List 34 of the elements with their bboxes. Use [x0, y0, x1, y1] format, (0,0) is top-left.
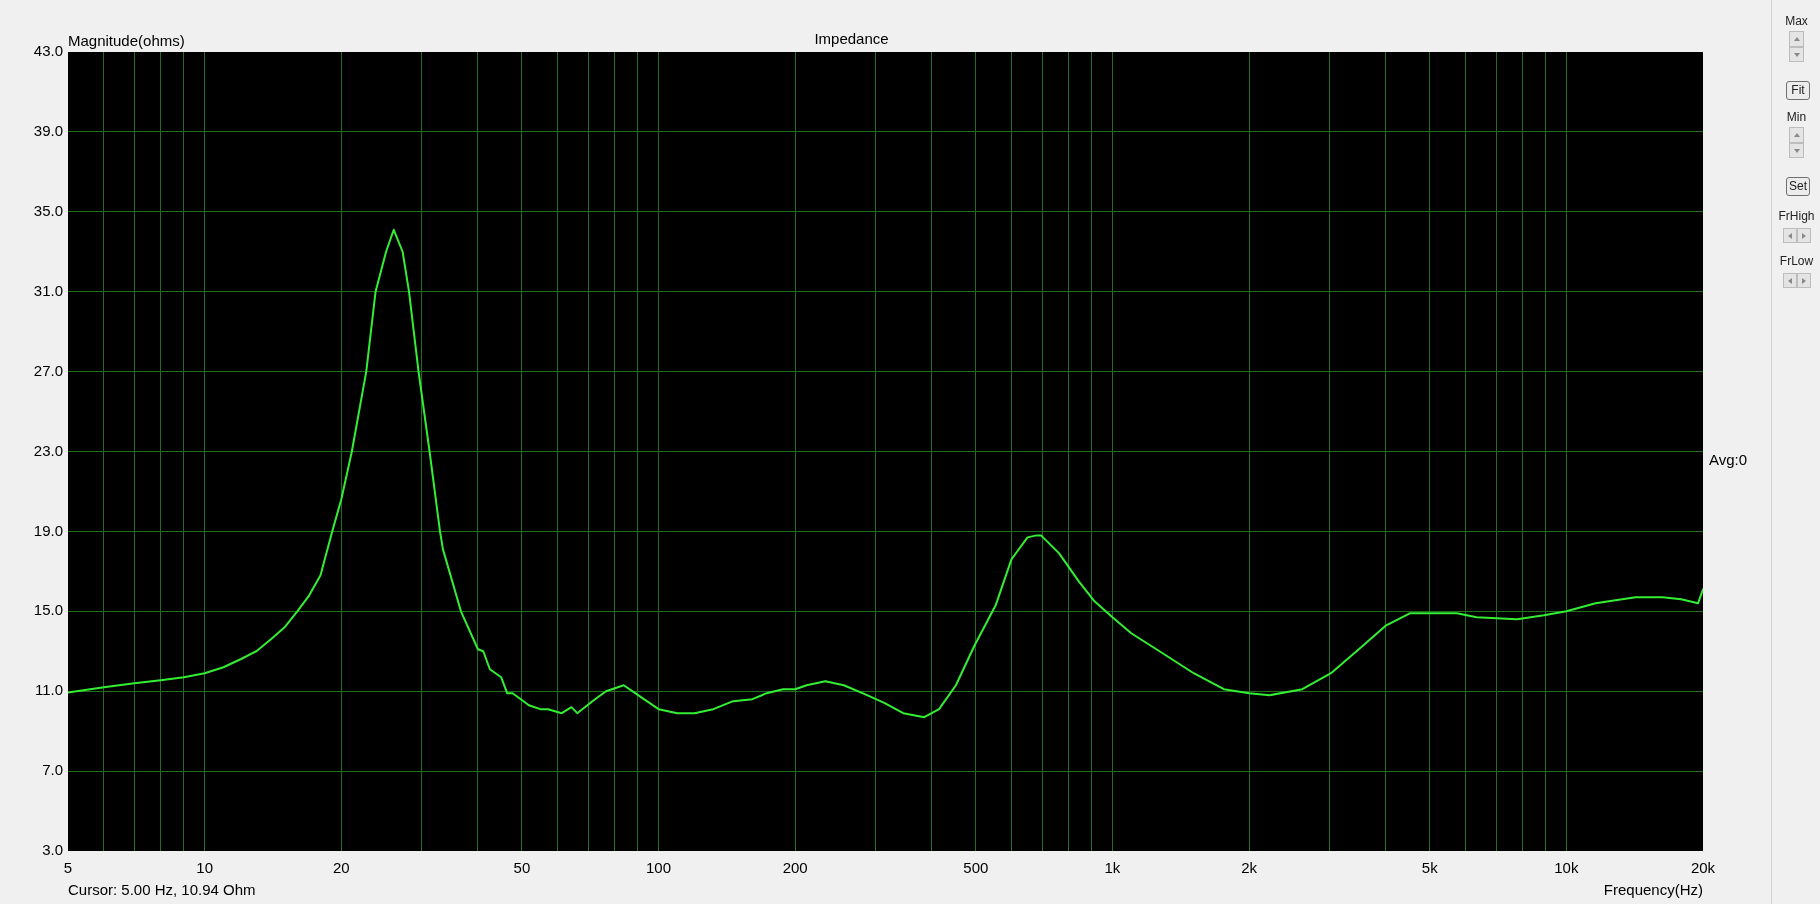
y-tick-label: 43.0 [33, 42, 63, 60]
text: Min [1785, 110, 1808, 124]
button: Set [1786, 177, 1810, 196]
x-tick-label: 500 [963, 859, 989, 877]
y-tick-label: 23.0 [33, 441, 63, 459]
y-tick-label: 19.0 [33, 521, 63, 539]
x-tick-label: 1k [1104, 859, 1121, 877]
y-tick-label: 39.0 [33, 122, 63, 140]
y-axis-title: Magnitude(ohms) [68, 32, 185, 49]
y-tick-label: 35.0 [33, 201, 63, 219]
y-tick-label: 7.0 [42, 761, 63, 779]
text: Avg:0 [1709, 451, 1748, 469]
text: Max [1784, 14, 1809, 28]
text: FrHigh [1777, 209, 1816, 223]
button: Fit [1786, 81, 1810, 100]
x-tick-label: 200 [782, 859, 808, 877]
x-tick-label: 10 [196, 859, 213, 877]
y-tick-label: 3.0 [42, 841, 63, 859]
x-tick-label: 20 [332, 859, 350, 877]
x-tick-label: 50 [513, 859, 531, 877]
x-tick-label: 10k [1554, 859, 1579, 877]
x-tick-label: 5 [63, 859, 73, 877]
x-tick-label: 20k [1690, 859, 1716, 877]
x-tick-label: 2k [1241, 859, 1258, 877]
text: FrLow [1778, 254, 1815, 268]
text: Cursor: 5.00 Hz, 10.94 Ohm [68, 881, 256, 898]
x-tick-label: 100 [646, 859, 672, 877]
y-tick-label: 15.0 [33, 601, 63, 619]
chart-title: Impedance [814, 30, 889, 48]
y-tick-label: 11.0 [34, 681, 63, 699]
x-axis-title: Frequency(Hz) [1603, 881, 1703, 898]
y-tick-label: 27.0 [33, 361, 63, 379]
x-tick-label: 5k [1421, 859, 1439, 877]
y-tick-label: 31.0 [33, 281, 63, 299]
